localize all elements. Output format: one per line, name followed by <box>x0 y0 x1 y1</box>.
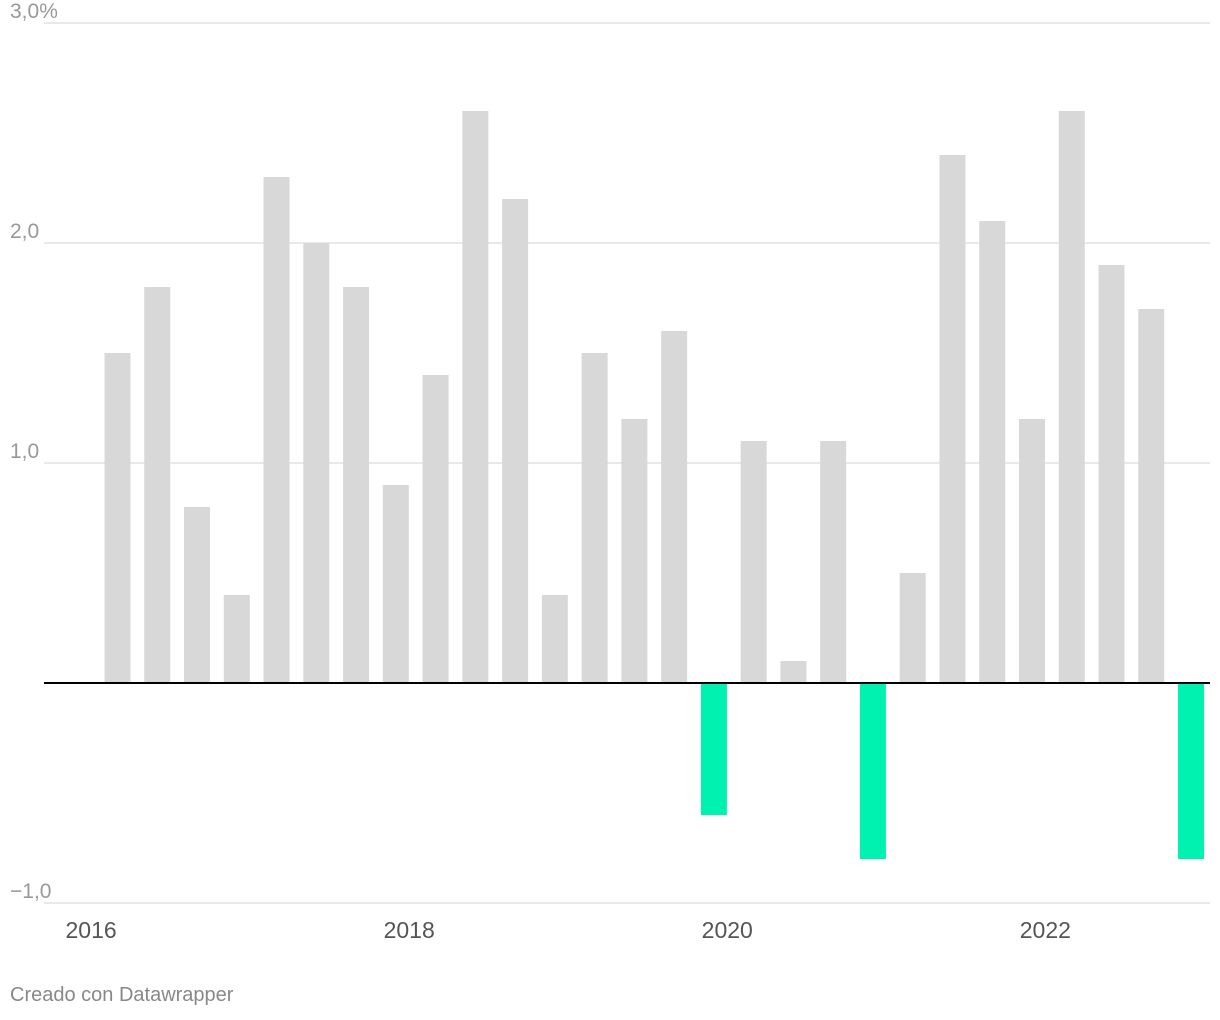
bar <box>581 353 608 683</box>
bars <box>104 111 1205 859</box>
x-tick-label: 2018 <box>384 917 435 943</box>
bar-chart: 3,0% 2,0 1,0 −1,0 2016 2018 2020 2022 <box>10 0 1210 943</box>
bar <box>979 221 1006 683</box>
bar <box>422 375 449 683</box>
bar <box>263 177 290 683</box>
bar <box>104 353 131 683</box>
bar <box>1018 419 1045 683</box>
bar <box>1178 683 1205 859</box>
y-tick-label: 1,0 <box>10 440 39 463</box>
bar <box>184 507 211 683</box>
bar <box>382 485 409 683</box>
bar <box>700 683 727 815</box>
bar <box>621 419 648 683</box>
bar <box>780 661 807 683</box>
y-tick-label: 2,0 <box>10 220 39 243</box>
bar <box>661 331 688 683</box>
bar <box>859 683 886 859</box>
bar <box>899 573 926 683</box>
bar <box>144 287 171 683</box>
bar <box>343 287 370 683</box>
bar <box>740 441 767 683</box>
bar <box>1098 265 1125 683</box>
x-tick-label: 2022 <box>1020 917 1071 943</box>
bar <box>502 199 529 683</box>
bar <box>541 595 568 683</box>
y-axis-labels: 3,0% 2,0 1,0 −1,0 <box>10 0 58 903</box>
bar <box>462 111 489 683</box>
bar <box>1138 309 1165 683</box>
y-tick-label: 3,0% <box>10 0 58 23</box>
bar <box>939 155 966 683</box>
bar <box>303 243 330 683</box>
x-tick-label: 2020 <box>702 917 753 943</box>
footer-credit: Creado con Datawrapper <box>10 984 234 1006</box>
bar <box>1058 111 1085 683</box>
y-tick-label: −1,0 <box>10 880 51 903</box>
bar <box>820 441 847 683</box>
x-axis-labels: 2016 2018 2020 2022 <box>66 917 1071 943</box>
x-tick-label: 2016 <box>66 917 117 943</box>
bar <box>223 595 250 683</box>
